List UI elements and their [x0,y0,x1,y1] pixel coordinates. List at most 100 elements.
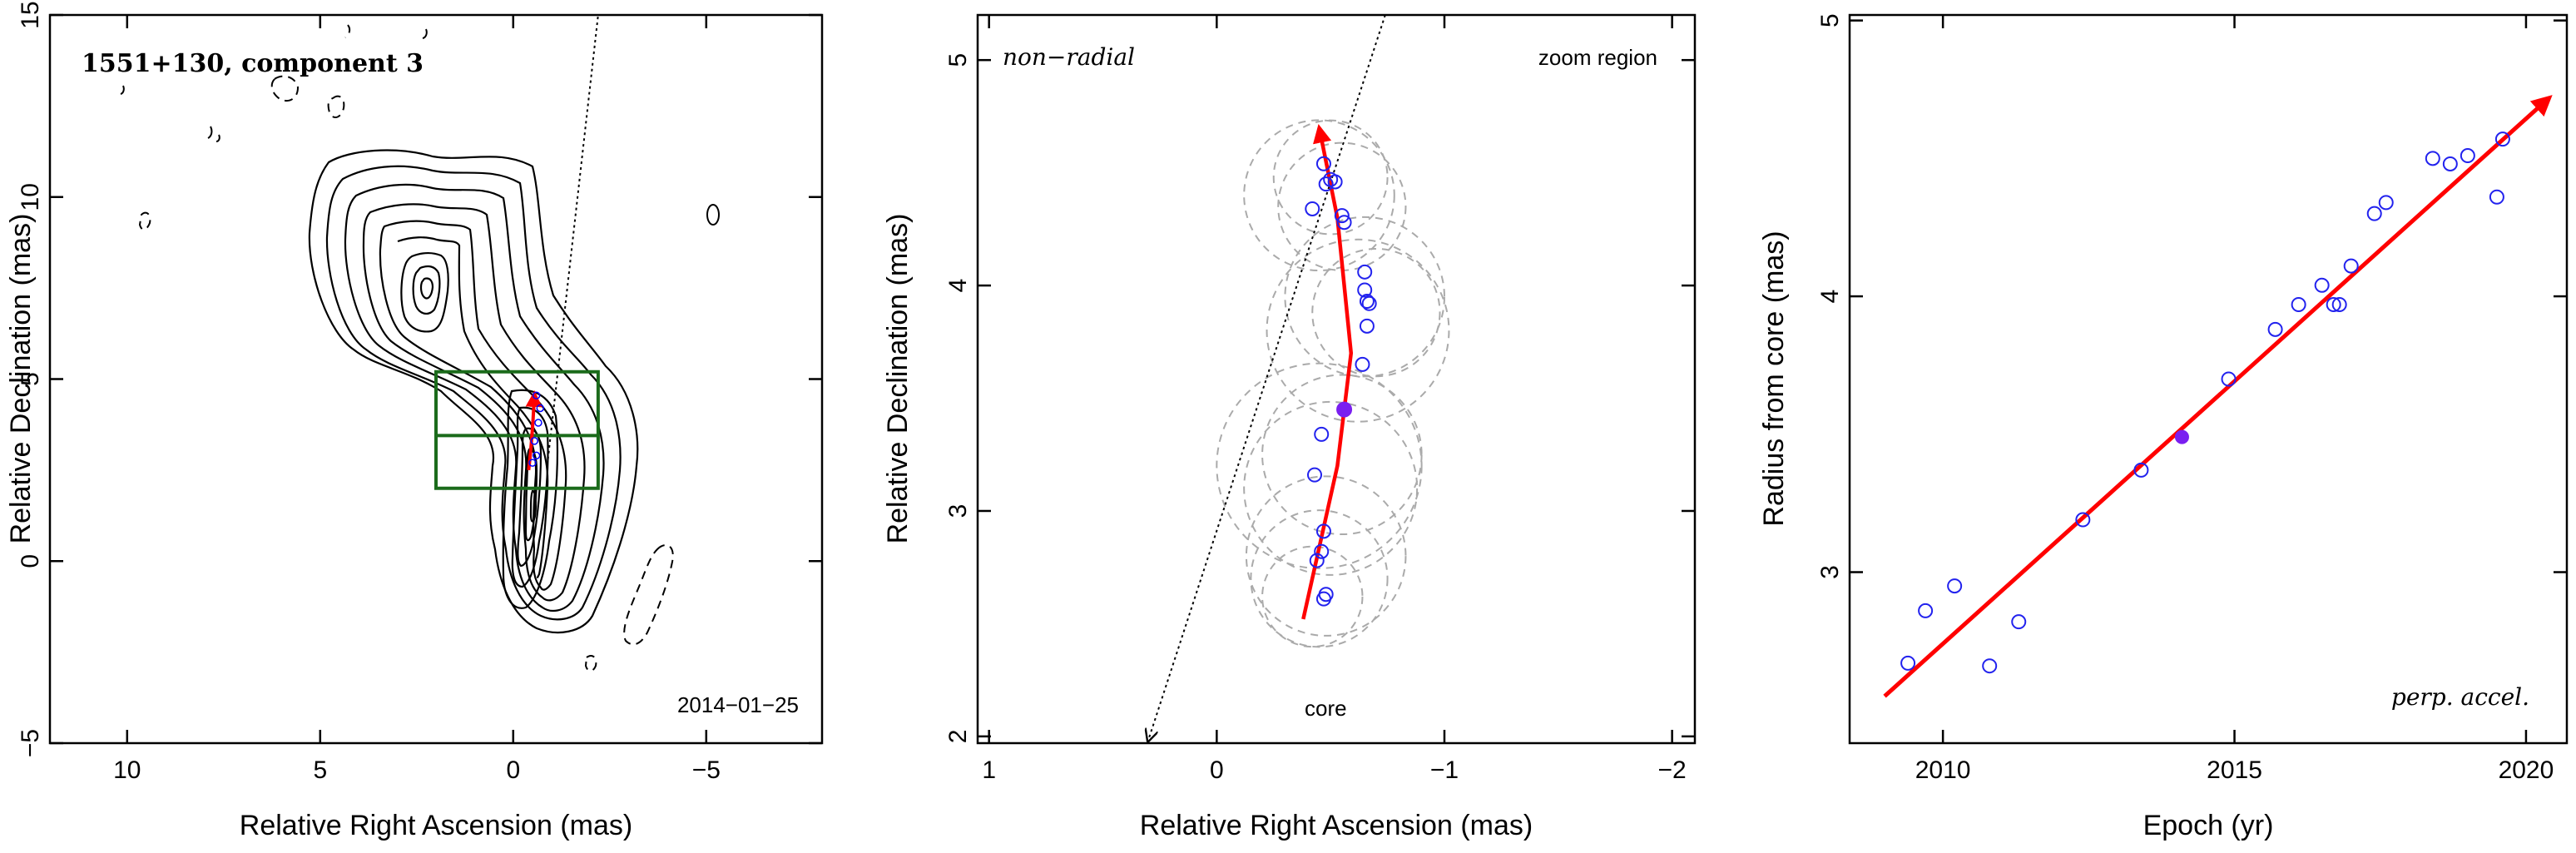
component-point [532,451,541,460]
panel2-label-left: non−radial [1003,43,1135,71]
error-circle [1245,475,1407,637]
panel1-xlabel: Relative Right Ascension (mas) [240,810,632,841]
y-tick-label: 2 [944,730,972,744]
zoom-point [1361,295,1377,311]
small-contours [120,28,720,226]
panel2-ylabel: Relative Declination (mas) [882,214,914,544]
error-circle [1266,238,1450,423]
epoch-point [2442,156,2458,171]
component-points [528,391,545,467]
epoch-point [2291,297,2306,313]
panel2-xlabel: Relative Right Ascension (mas) [1140,810,1533,841]
x-tick-label: −5 [692,756,721,784]
error-circle [1311,247,1441,378]
epoch-point [2343,258,2359,274]
error-circle [1216,362,1423,569]
zoom-point [1309,553,1325,568]
epoch-points [1900,131,2510,674]
panel1-ticks: 10 5 0 −5 −5 0 5 10 15 [17,1,822,784]
zoom-box [434,369,600,490]
y-tick-label: −5 [17,729,44,757]
x-tick-label: 1 [982,756,996,784]
epoch-point [2460,148,2475,164]
y-tick-label: 4 [944,279,972,293]
zoom-point [1357,264,1373,280]
epoch-point [2425,151,2440,166]
x-tick-label: −1 [1430,756,1459,784]
zoom-points [1305,156,1377,607]
zoom-point [1315,591,1331,607]
path-arrow [525,390,542,471]
y-tick-label: 4 [1816,290,1844,304]
y-tick-label: 5 [1816,13,1844,27]
zoom-point [1359,294,1375,310]
date-label: 2014−01−25 [677,692,799,717]
panel-zoom: 1 0 −1 −2 2 3 4 5 non−radial zoom region core R… [882,13,1697,841]
component-point [534,419,542,427]
error-circle [1284,216,1445,378]
panel3-ylabel: Radius from core (mas) [1758,231,1790,526]
epoch-point [2489,189,2504,205]
zoom-box-rect [434,369,600,490]
zoom-point [1315,523,1331,539]
epoch-point [1918,603,1934,618]
zoom-point [1327,174,1343,190]
y-tick-label: 3 [1816,565,1844,579]
panel-contour-map: 10 5 0 −5 −5 0 5 10 15 [5,1,824,841]
zoom-point [1355,356,1370,372]
component-point [536,404,545,413]
error-circles [1216,119,1450,648]
x-tick-label: 2015 [2207,756,2262,784]
motion-arrow [1301,124,1354,620]
component-point [528,459,537,467]
contour-lines [308,149,639,634]
error-circle [1261,545,1364,648]
fit-arrow [1883,95,2553,698]
panel3-frame [1848,13,2569,745]
jet-direction-line [547,15,599,459]
panel2-frame [976,13,1697,745]
x-tick-label: 0 [1210,756,1224,784]
zoom-point [1314,543,1330,559]
epoch-point [1900,655,1916,671]
epoch-point [2133,462,2149,478]
x-tick-label: 2010 [1915,756,1971,784]
y-tick-label: 3 [944,504,972,518]
x-tick-label: 0 [506,756,520,784]
contour-map [120,15,720,672]
panel2-label-right: zoom region [1538,45,1657,70]
epoch-point [2221,371,2237,387]
epoch-point [2011,614,2027,630]
zoom-point [1318,176,1334,192]
epoch-point [1947,578,1963,594]
component-point [530,437,539,445]
panel3-xlabel: Epoch (yr) [2143,810,2274,841]
y-tick-label: 5 [944,53,972,67]
zoom-point [1336,215,1352,231]
panel1-title: 1551+130, component 3 [82,49,424,78]
epoch-point [2075,512,2091,528]
zoom-point [1334,208,1350,224]
x-tick-label: 2020 [2499,756,2554,784]
panel1-ylabel: Relative Declination (mas) [5,214,37,544]
panel3-label: perp. accel. [2391,683,2529,711]
x-tick-label: −2 [1658,756,1687,784]
x-tick-label: 10 [113,756,141,784]
error-circle [1243,400,1419,576]
epoch-point [1982,658,1998,674]
y-tick-label: 15 [17,1,44,28]
epoch-point [2494,131,2510,147]
y-tick-label: 10 [17,183,44,211]
error-circle [1261,374,1423,536]
panel2-ticks: 1 0 −1 −2 2 3 4 5 [944,15,1695,784]
highlight-point [2174,429,2189,444]
highlight-point [1336,401,1353,418]
epoch-point [2366,206,2382,221]
panel3-ticks: 2010 2015 2020 3 4 5 [1816,13,2567,784]
epoch-point [2378,195,2394,211]
epoch-point [2314,277,2330,293]
zoom-point [1359,318,1375,334]
core-label: core [1305,696,1347,721]
zoom-point [1314,426,1330,442]
